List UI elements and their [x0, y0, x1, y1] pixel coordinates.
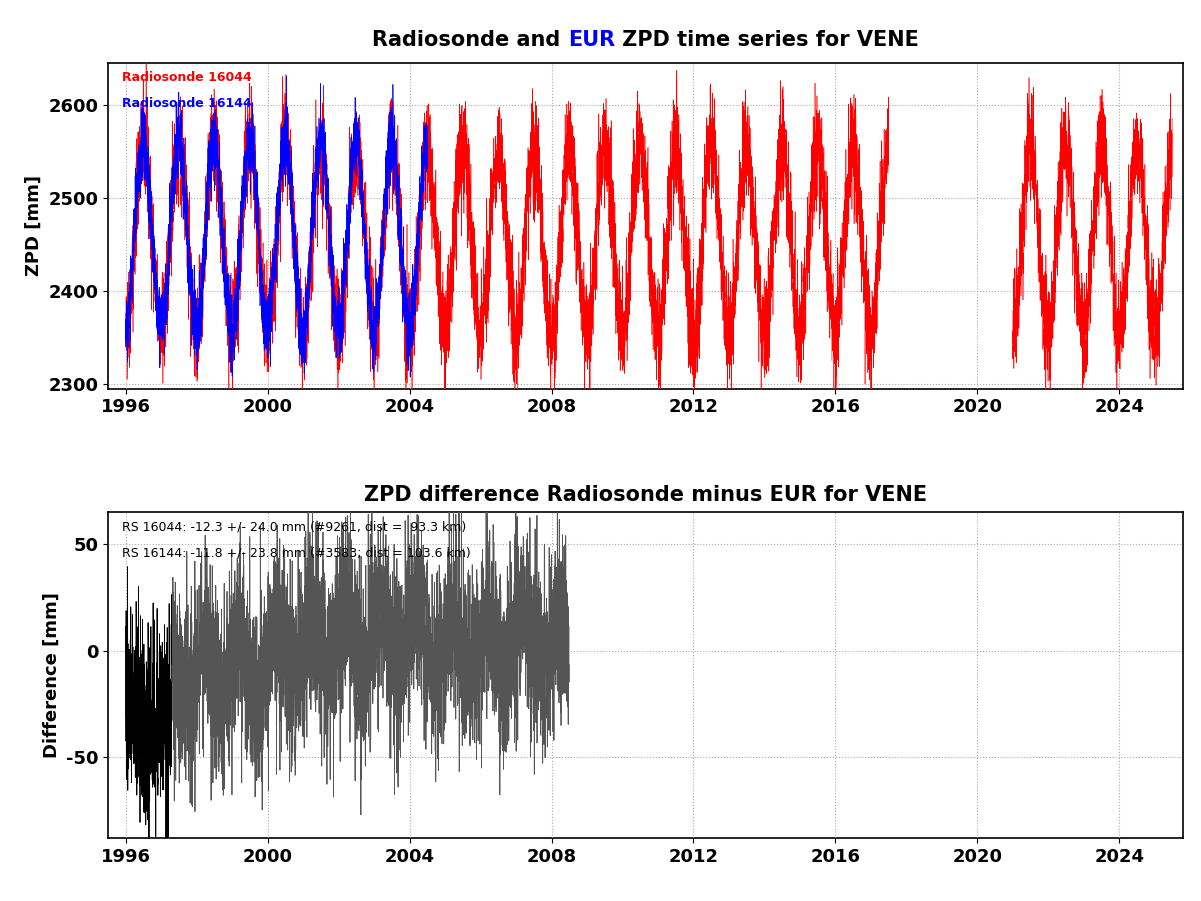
- Text: RS 16044: -12.3 +/- 24.0 mm (#9261, dist =  93.3 km): RS 16044: -12.3 +/- 24.0 mm (#9261, dist…: [123, 521, 466, 533]
- Text: EUR: EUR: [568, 30, 615, 50]
- Text: RS 16144: -11.8 +/- 23.8 mm (#3583; dist = 103.6 km): RS 16144: -11.8 +/- 23.8 mm (#3583; dist…: [123, 547, 471, 560]
- Text: Radiosonde and: Radiosonde and: [372, 30, 568, 50]
- Title: ZPD difference Radiosonde minus EUR for VENE: ZPD difference Radiosonde minus EUR for …: [364, 486, 927, 505]
- Y-axis label: Difference [mm]: Difference [mm]: [42, 592, 60, 758]
- Text: Radiosonde 16044: Radiosonde 16044: [123, 71, 252, 84]
- Text: Radiosonde 16144: Radiosonde 16144: [123, 97, 252, 110]
- Text: ZPD time series for VENE: ZPD time series for VENE: [615, 30, 919, 50]
- Y-axis label: ZPD [mm]: ZPD [mm]: [25, 176, 43, 277]
